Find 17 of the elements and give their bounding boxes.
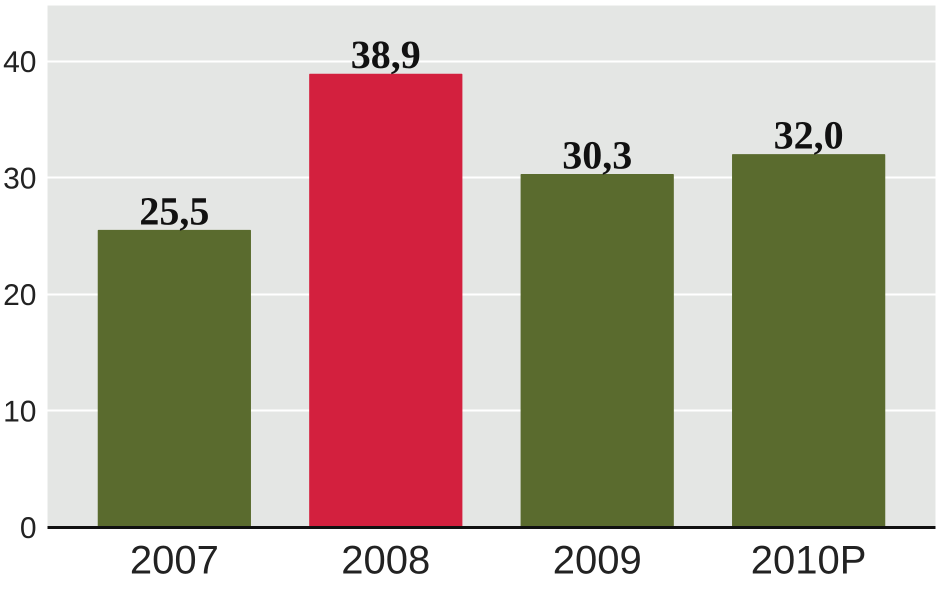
x-tick-label: 2009 <box>552 538 642 582</box>
data-label: 30,3 <box>562 132 632 178</box>
bar <box>98 230 251 528</box>
bar <box>732 154 886 528</box>
y-tick-label: 20 <box>3 278 37 312</box>
y-tick-label: 30 <box>3 162 37 196</box>
data-label: 32,0 <box>774 112 844 158</box>
bar <box>520 174 674 528</box>
x-tick-label: 2010P <box>750 538 866 582</box>
data-label: 25,5 <box>139 188 210 234</box>
y-tick-label: 40 <box>3 46 37 79</box>
x-tick-label: 2007 <box>130 538 219 582</box>
y-tick-label: 10 <box>3 395 37 428</box>
bar <box>309 74 462 528</box>
y-tick-label: 0 <box>20 512 37 545</box>
data-label: 38,9 <box>350 32 421 78</box>
x-tick-label: 2008 <box>341 538 430 582</box>
